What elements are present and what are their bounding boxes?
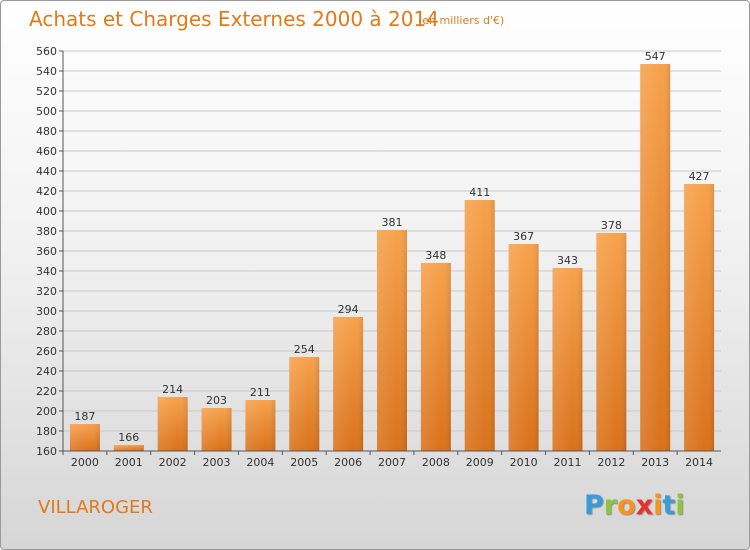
y-tick-label: 520 xyxy=(36,85,57,98)
x-tick-label: 2013 xyxy=(641,456,669,469)
y-tick-label: 380 xyxy=(36,225,57,238)
bar-shade xyxy=(69,424,100,451)
bar-value-label: 348 xyxy=(425,249,446,262)
place-name: VILLAROGER xyxy=(38,497,153,518)
bar-shade xyxy=(596,233,627,451)
x-tick-label: 2010 xyxy=(510,456,538,469)
x-tick-label: 2002 xyxy=(159,456,187,469)
bar-value-label: 343 xyxy=(557,254,578,267)
logo-letter: t xyxy=(662,490,676,521)
bar-shade xyxy=(201,408,232,451)
x-tick-label: 2011 xyxy=(553,456,581,469)
y-tick-label: 440 xyxy=(36,165,57,178)
y-tick-label: 460 xyxy=(36,145,57,158)
y-tick-label: 160 xyxy=(36,445,57,458)
logo-letter: x xyxy=(635,490,654,521)
logo-letter: i xyxy=(653,490,663,521)
x-tick-label: 2007 xyxy=(378,456,406,469)
bar-value-label: 381 xyxy=(382,216,403,229)
x-tick-label: 2001 xyxy=(115,456,143,469)
logo-letter: i xyxy=(675,490,685,521)
y-tick-label: 540 xyxy=(36,65,57,78)
bar-shade xyxy=(113,445,144,451)
bar-shade xyxy=(464,200,495,451)
y-tick-label: 300 xyxy=(36,305,57,318)
bar-shade xyxy=(289,357,320,451)
bar-shade xyxy=(245,400,276,451)
y-tick-label: 420 xyxy=(36,185,57,198)
x-tick-label: 2003 xyxy=(203,456,231,469)
bar-shade xyxy=(508,244,539,451)
y-tick-label: 280 xyxy=(36,325,57,338)
bar-value-label: 166 xyxy=(118,431,139,444)
bar-shade xyxy=(377,230,407,451)
bar-value-label: 547 xyxy=(645,50,666,63)
y-tick-label: 400 xyxy=(36,205,57,218)
y-tick-label: 340 xyxy=(36,265,57,278)
bar-value-label: 378 xyxy=(601,219,622,232)
logo-letter: r xyxy=(603,490,618,521)
x-tick-label: 2012 xyxy=(597,456,625,469)
y-tick-label: 260 xyxy=(36,345,57,358)
bar-value-label: 294 xyxy=(338,303,359,316)
bar-value-label: 203 xyxy=(206,394,227,407)
y-axis-tick-labels: 160 180 200 220 240 260 280 300 320 340 360 380 400 4… xyxy=(36,45,63,458)
bar-shade xyxy=(333,317,364,451)
bar-shade xyxy=(157,397,188,451)
x-tick-label: 2014 xyxy=(685,456,713,469)
proxiti-logo: Proxiti xyxy=(584,490,685,521)
bar-value-label: 367 xyxy=(513,230,534,243)
x-tick-label: 2000 xyxy=(71,456,99,469)
y-tick-label: 500 xyxy=(36,105,57,118)
y-tick-label: 560 xyxy=(36,45,57,58)
bar-value-label: 214 xyxy=(162,383,183,396)
y-tick-label: 480 xyxy=(36,125,57,138)
bar-shade xyxy=(640,64,671,451)
y-tick-label: 220 xyxy=(36,385,57,398)
bar-shade xyxy=(420,263,451,451)
y-tick-label: 180 xyxy=(36,425,57,438)
bar-shade xyxy=(552,268,583,451)
bar-value-label: 187 xyxy=(74,410,95,423)
bar-value-label: 254 xyxy=(294,343,315,356)
x-tick-label: 2006 xyxy=(334,456,362,469)
chart-subtitle: (en milliers d'€) xyxy=(418,14,505,27)
y-tick-label: 360 xyxy=(36,245,57,258)
y-tick-label: 200 xyxy=(36,405,57,418)
x-tick-label: 2005 xyxy=(290,456,318,469)
y-tick-label: 240 xyxy=(36,365,57,378)
bar-value-label: 427 xyxy=(689,170,710,183)
bar-value-label: 411 xyxy=(469,186,490,199)
x-axis-tick-labels: 2000 2001 2002 2003 2004 2005 2006 2007 2008 2009… xyxy=(62,451,713,469)
x-tick-label: 2004 xyxy=(246,456,274,469)
y-tick-label: 320 xyxy=(36,285,57,298)
x-tick-label: 2009 xyxy=(466,456,494,469)
logo-letter: P xyxy=(584,490,604,521)
bars: 187 166 214 203 211 254 294 381 348 411 367 343 378 5… xyxy=(69,50,715,451)
logo-letter: o xyxy=(617,490,636,521)
x-tick-label: 2008 xyxy=(422,456,450,469)
bar-shade xyxy=(684,184,715,451)
bar-value-label: 211 xyxy=(250,386,271,399)
chart-title: Achats et Charges Externes 2000 à 2014 xyxy=(29,7,439,31)
